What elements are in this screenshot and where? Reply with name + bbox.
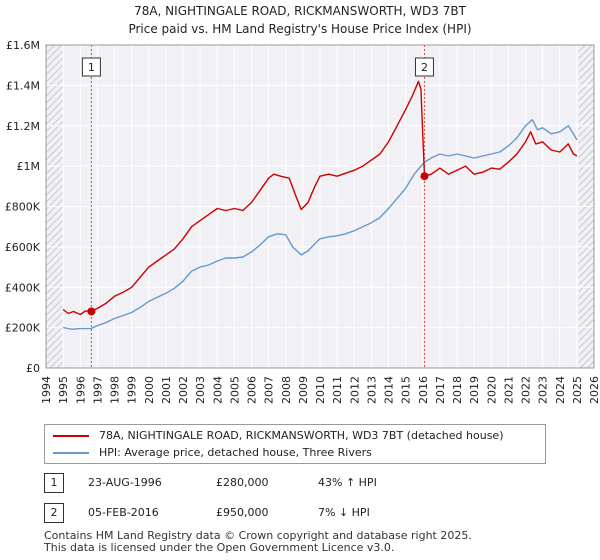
y-tick-label: £1.6M	[6, 39, 40, 52]
hpi-line	[62, 119, 578, 330]
plot-frame	[45, 44, 595, 369]
sale-label: 2	[421, 61, 428, 74]
x-tick-label: 2017	[434, 376, 447, 404]
x-tick-label: 2013	[365, 376, 378, 404]
sale-badge: 1	[44, 473, 64, 493]
footer: Contains HM Land Registry data © Crown c…	[44, 530, 584, 554]
x-tick-label: 2018	[451, 376, 464, 404]
x-tick-label: 1994	[40, 376, 53, 404]
x-tick-label: 1996	[74, 376, 87, 404]
x-tick-label: 2015	[400, 376, 413, 404]
y-tick-label: £400K	[5, 281, 41, 294]
y-tick-label: £800K	[5, 201, 41, 214]
sale-badge: 2	[44, 503, 64, 523]
legend-label-property: 78A, NIGHTINGALE ROAD, RICKMANSWORTH, WD…	[99, 429, 504, 442]
y-tick-label: £200K	[5, 322, 41, 335]
x-tick-label: 2011	[331, 376, 344, 404]
x-tick-label: 1997	[91, 376, 104, 404]
x-tick-label: 2006	[246, 376, 259, 404]
x-tick-label: 2009	[297, 376, 310, 404]
x-tick-label: 2005	[228, 376, 241, 404]
x-tick-label: 1999	[126, 376, 139, 404]
legend-swatch-hpi	[53, 452, 89, 454]
x-tick-label: 2008	[280, 376, 293, 404]
sale-label: 1	[88, 61, 95, 74]
x-tick-label: 2007	[263, 376, 276, 404]
sale-point	[420, 172, 429, 181]
sale-price: £950,000	[216, 506, 269, 519]
x-tick-label: 2004	[211, 376, 224, 404]
sale-hpi-change: 43% ↑ HPI	[318, 476, 377, 489]
legend-swatch-property	[53, 435, 89, 437]
y-tick-label: £1M	[17, 160, 41, 173]
x-tick-label: 2022	[520, 376, 533, 404]
footer-copyright: Contains HM Land Registry data © Crown c…	[44, 529, 472, 542]
sale-label-box	[81, 57, 101, 77]
sale-row-1: 1 23-AUG-1996 £280,000 43% ↑ HPI	[44, 473, 564, 493]
price-chart: 78A, NIGHTINGALE ROAD, RICKMANSWORTH, WD…	[5, 4, 600, 404]
chart-subtitle: Price paid vs. HM Land Registry's House …	[128, 22, 471, 36]
x-tick-label: 2019	[468, 376, 481, 404]
y-tick-label: £1.2M	[6, 120, 40, 133]
sale-hpi-change: 7% ↓ HPI	[318, 506, 370, 519]
x-tick-label: 2012	[348, 376, 361, 404]
legend: 78A, NIGHTINGALE ROAD, RICKMANSWORTH, WD…	[44, 424, 546, 464]
x-tick-label: 2025	[571, 376, 584, 404]
x-tick-label: 2003	[194, 376, 207, 404]
sale-date: 23-AUG-1996	[88, 476, 162, 489]
y-tick-label: £600K	[5, 241, 41, 254]
x-tick-label: 2016	[417, 376, 430, 404]
x-tick-label: 1998	[109, 376, 122, 404]
x-tick-label: 2014	[383, 376, 396, 404]
sale-row-2: 2 05-FEB-2016 £950,000 7% ↓ HPI	[44, 503, 564, 523]
sale-label-box	[414, 57, 434, 77]
x-tick-label: 1995	[57, 376, 70, 404]
y-tick-label: £1.4M	[6, 79, 40, 92]
chart-title: 78A, NIGHTINGALE ROAD, RICKMANSWORTH, WD…	[134, 4, 466, 18]
sale-date: 05-FEB-2016	[88, 506, 159, 519]
property-price-line	[62, 80, 578, 316]
sale-price: £280,000	[216, 476, 269, 489]
sale-point	[87, 307, 96, 316]
x-tick-label: 2024	[554, 376, 567, 404]
x-tick-label: 2021	[502, 376, 515, 404]
x-tick-label: 2002	[177, 376, 190, 404]
x-tick-label: 2026	[588, 376, 600, 404]
x-tick-label: 2010	[314, 376, 327, 404]
x-tick-label: 2000	[143, 376, 156, 404]
x-tick-label: 2020	[485, 376, 498, 404]
x-tick-label: 2023	[537, 376, 550, 404]
footer-licence: This data is licensed under the Open Gov…	[44, 541, 395, 554]
y-tick-label: £0	[26, 362, 40, 375]
legend-label-hpi: HPI: Average price, detached house, Thre…	[99, 446, 372, 459]
x-tick-label: 2001	[160, 376, 173, 404]
